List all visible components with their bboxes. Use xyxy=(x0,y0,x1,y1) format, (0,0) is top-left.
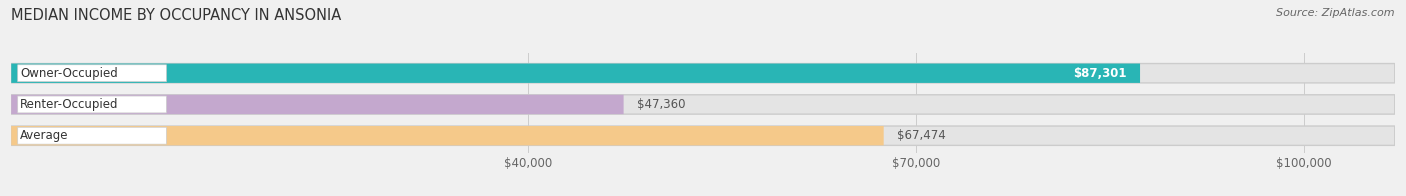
Text: MEDIAN INCOME BY OCCUPANCY IN ANSONIA: MEDIAN INCOME BY OCCUPANCY IN ANSONIA xyxy=(11,8,342,23)
Text: $87,301: $87,301 xyxy=(1074,67,1128,80)
FancyBboxPatch shape xyxy=(11,126,1395,145)
FancyBboxPatch shape xyxy=(18,96,166,113)
FancyBboxPatch shape xyxy=(11,64,1140,83)
Text: Source: ZipAtlas.com: Source: ZipAtlas.com xyxy=(1277,8,1395,18)
FancyBboxPatch shape xyxy=(18,65,166,82)
FancyBboxPatch shape xyxy=(11,95,624,114)
FancyBboxPatch shape xyxy=(11,95,1395,114)
FancyBboxPatch shape xyxy=(11,64,1395,83)
Text: $47,360: $47,360 xyxy=(637,98,685,111)
Text: Owner-Occupied: Owner-Occupied xyxy=(20,67,118,80)
FancyBboxPatch shape xyxy=(18,127,166,144)
Text: Average: Average xyxy=(20,129,69,142)
Text: Renter-Occupied: Renter-Occupied xyxy=(20,98,118,111)
Text: $67,474: $67,474 xyxy=(897,129,945,142)
FancyBboxPatch shape xyxy=(11,126,884,145)
